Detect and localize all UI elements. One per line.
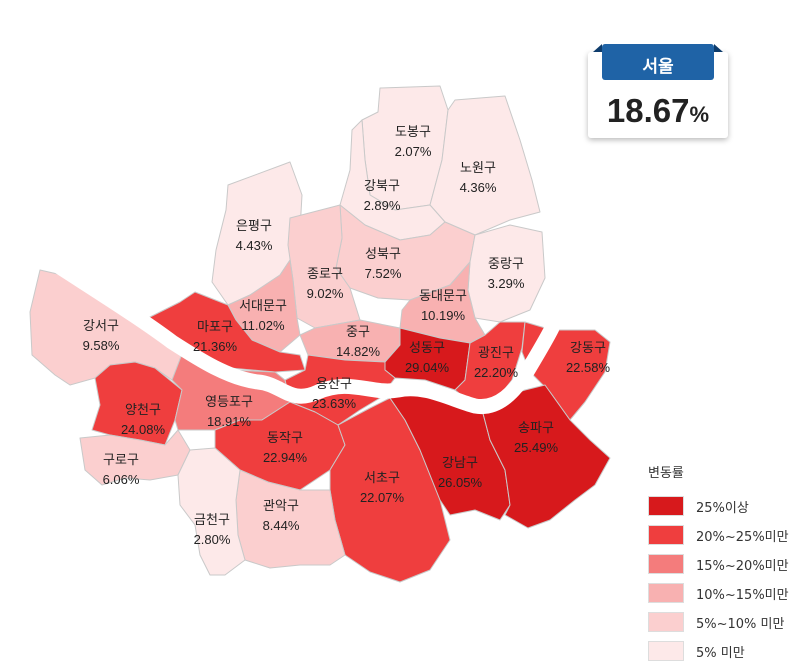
legend-swatch: [648, 525, 684, 545]
district-jungnang[interactable]: [467, 224, 546, 323]
district-value-dongjak: 22.94%: [263, 450, 308, 465]
legend-label: 20%~25%미만: [696, 529, 789, 545]
legend-label: 5% 미만: [696, 645, 745, 661]
district-name-jung: 중구: [346, 325, 370, 340]
legend-item: 5% 미만: [648, 638, 789, 664]
district-name-dobong: 도봉구: [395, 125, 431, 140]
summary-value-wrap: 18.67%: [588, 92, 728, 130]
district-value-nowon: 4.36%: [460, 180, 497, 195]
legend-label: 25%이상: [696, 500, 749, 516]
district-value-songpa: 25.49%: [514, 440, 559, 455]
district-name-guro: 구로구: [103, 453, 139, 468]
legend-item: 5%~10% 미만: [648, 609, 789, 635]
district-value-gwanak: 8.44%: [263, 518, 300, 533]
district-value-dongdaemun: 10.19%: [421, 308, 466, 323]
district-name-gangbuk: 강북구: [364, 179, 400, 194]
summary-title: 서울: [642, 57, 674, 77]
district-value-jung: 14.82%: [336, 344, 381, 359]
legend-item: 25%이상: [648, 493, 789, 519]
han-river: [44, 254, 560, 415]
district-name-yongsan: 용산구: [316, 377, 352, 392]
legend-label: 15%~20%미만: [696, 558, 789, 574]
district-value-jongno: 9.02%: [307, 286, 344, 301]
district-value-seongdong: 29.04%: [405, 360, 450, 375]
district-value-geumcheon: 2.80%: [194, 532, 231, 547]
legend-label: 5%~10% 미만: [696, 616, 785, 632]
district-name-gwanak: 관악구: [263, 499, 299, 514]
district-name-nowon: 노원구: [460, 161, 496, 176]
district-value-eunpyeong: 4.43%: [236, 238, 273, 253]
district-value-gwangjin: 22.20%: [474, 365, 519, 380]
district-name-seongdong: 성동구: [409, 341, 445, 356]
legend: 변동률 25%이상 20%~25%미만 15%~20%미만 10%~15%미만 …: [648, 462, 789, 667]
district-value-jungnang: 3.29%: [488, 276, 525, 291]
district-yangcheon[interactable]: [91, 361, 183, 446]
district-name-gwangjin: 광진구: [478, 346, 514, 361]
legend-swatch: [648, 583, 684, 603]
district-value-yangcheon: 24.08%: [121, 422, 166, 437]
legend-swatch: [648, 612, 684, 632]
district-name-yangcheon: 양천구: [125, 403, 161, 418]
district-value-seocho: 22.07%: [360, 490, 405, 505]
district-name-songpa: 송파구: [518, 421, 554, 436]
district-name-dongdaemun: 동대문구: [419, 289, 467, 304]
summary-tab: 서울: [593, 44, 723, 80]
district-value-gangnam: 26.05%: [438, 475, 483, 490]
district-value-yongsan: 23.63%: [312, 396, 357, 411]
district-name-geumcheon: 금천구: [194, 513, 230, 528]
district-name-seongbuk: 성북구: [365, 247, 401, 262]
district-value-gangdong: 22.58%: [566, 360, 611, 375]
legend-swatch: [648, 641, 684, 661]
summary-unit: %: [689, 102, 710, 127]
district-value-gangbuk: 2.89%: [364, 198, 401, 213]
district-name-gangseo: 강서구: [83, 319, 119, 334]
legend-item: 20%~25%미만: [648, 522, 789, 548]
district-name-seocho: 서초구: [364, 471, 400, 486]
district-value-gangseo: 9.58%: [83, 338, 120, 353]
legend-title: 변동률: [648, 466, 684, 481]
district-songpa[interactable]: [479, 384, 611, 529]
district-value-seodaemun: 11.02%: [241, 318, 285, 333]
district-name-eunpyeong: 은평구: [236, 219, 272, 234]
district-value-mapo: 21.36%: [193, 339, 238, 354]
district-value-guro: 6.06%: [103, 472, 140, 487]
district-value-seongbuk: 7.52%: [365, 266, 402, 281]
district-value-dobong: 2.07%: [395, 144, 432, 159]
district-name-dongjak: 동작구: [267, 431, 303, 446]
district-name-jungnang: 중랑구: [488, 257, 524, 272]
district-name-yeongdeungpo: 영등포구: [205, 395, 253, 410]
district-value-yeongdeungpo: 18.91%: [207, 414, 252, 429]
legend-item: 10%~15%미만: [648, 580, 789, 606]
district-gwangjin[interactable]: [454, 321, 526, 411]
district-geumcheon[interactable]: [177, 447, 246, 576]
district-nowon[interactable]: [429, 95, 541, 236]
district-name-jongno: 종로구: [307, 267, 343, 282]
district-name-gangnam: 강남구: [442, 456, 478, 471]
summary-value: 18.67: [606, 92, 690, 129]
legend-label: 10%~15%미만: [696, 587, 789, 603]
district-name-gangdong: 강동구: [570, 341, 606, 356]
legend-swatch: [648, 554, 684, 574]
district-name-mapo: 마포구: [197, 320, 233, 335]
district-name-seodaemun: 서대문구: [239, 299, 287, 314]
legend-swatch: [648, 496, 684, 516]
legend-item: 15%~20%미만: [648, 551, 789, 577]
